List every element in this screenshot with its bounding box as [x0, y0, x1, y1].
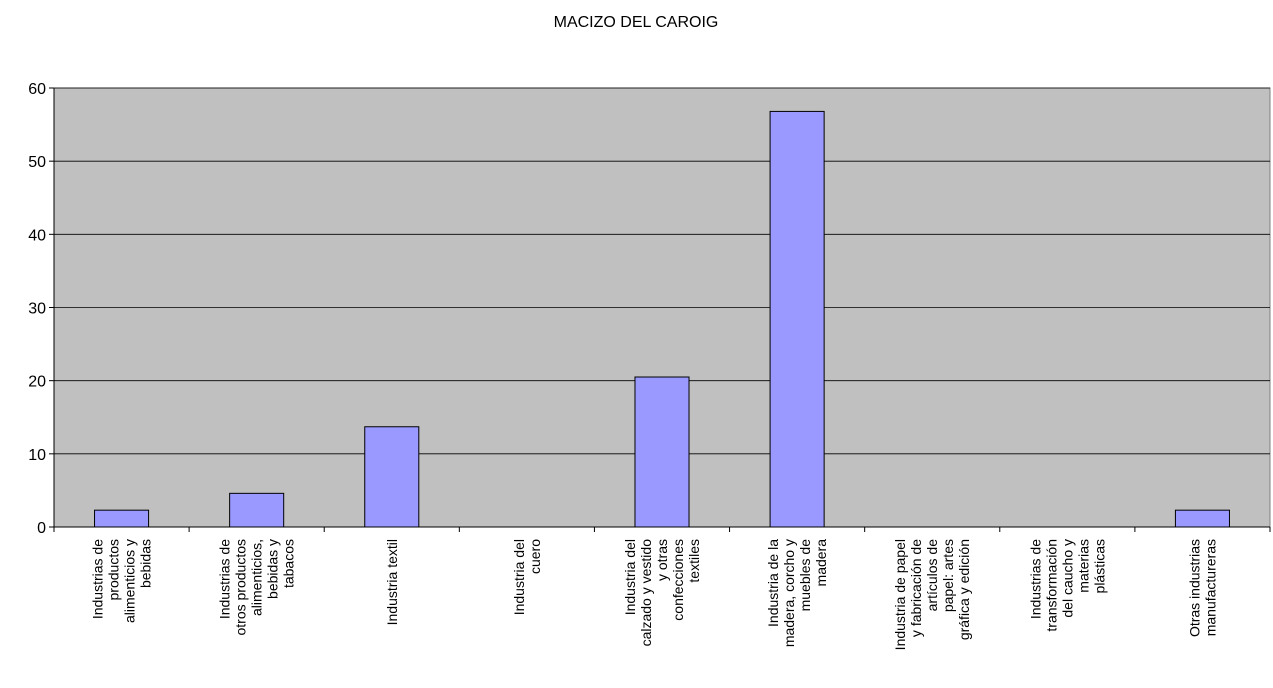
bar — [1174, 509, 1230, 528]
y-tick-label: 20 — [28, 374, 46, 391]
gridlines — [54, 87, 1270, 455]
y-tick-label: 40 — [28, 227, 46, 244]
bar — [94, 509, 150, 528]
y-tick-label: 10 — [28, 447, 46, 464]
x-category-label: Industria de lamadera, corcho ymuebles d… — [765, 539, 829, 647]
x-category-label: Industrias deproductosalimenticios ybebi… — [90, 539, 154, 623]
x-category-label: Industria delcalzado y vestidoy otrascon… — [622, 539, 702, 647]
x-category-label: Industria de papely fabricación deartícu… — [892, 539, 972, 651]
x-category-label: Industrias deotros productosalimenticios… — [217, 539, 297, 636]
y-axis-ticks: 0 10 20 30 40 50 60 — [28, 81, 54, 537]
y-tick-label: 50 — [28, 154, 46, 171]
bar — [634, 376, 690, 528]
y-tick-label: 60 — [28, 81, 46, 98]
y-tick-label: 0 — [37, 520, 46, 537]
x-category-label: Otras industriasmanufactureras — [1186, 539, 1218, 637]
bar — [769, 110, 825, 528]
bar — [364, 426, 420, 528]
x-axis-labels: Industrias deproductosalimenticios ybebi… — [90, 539, 1219, 651]
x-category-label: Industria textil — [384, 539, 400, 625]
x-category-label: Industria delcuero — [511, 539, 543, 615]
x-category-label: Industrias detransformacióndel caucho ym… — [1027, 539, 1107, 632]
y-tick-label: 30 — [28, 301, 46, 318]
chart-title: MACIZO DEL CAROIG — [554, 14, 719, 31]
bar — [229, 492, 285, 528]
bars — [94, 110, 1230, 528]
